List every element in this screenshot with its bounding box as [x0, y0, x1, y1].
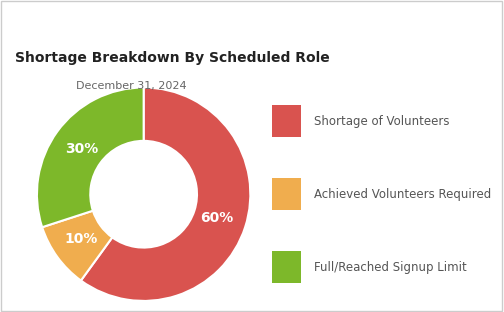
- Text: 10%: 10%: [65, 232, 98, 246]
- Wedge shape: [37, 87, 144, 227]
- Text: Shortage of Volunteers: Shortage of Volunteers: [314, 115, 450, 128]
- Text: Achieved Volunteers Required: Achieved Volunteers Required: [314, 188, 491, 201]
- Wedge shape: [81, 87, 250, 301]
- Text: 60%: 60%: [200, 211, 233, 225]
- Text: 30%: 30%: [65, 142, 98, 156]
- FancyBboxPatch shape: [272, 251, 301, 283]
- Wedge shape: [42, 211, 112, 280]
- Text: Central Schedule Overview: Central Schedule Overview: [13, 16, 224, 30]
- FancyBboxPatch shape: [272, 178, 301, 210]
- Text: Shortage Breakdown By Scheduled Role: Shortage Breakdown By Scheduled Role: [15, 51, 330, 66]
- FancyBboxPatch shape: [272, 105, 301, 137]
- Text: December 31, 2024: December 31, 2024: [76, 81, 186, 91]
- Text: Full/Reached Signup Limit: Full/Reached Signup Limit: [314, 261, 467, 274]
